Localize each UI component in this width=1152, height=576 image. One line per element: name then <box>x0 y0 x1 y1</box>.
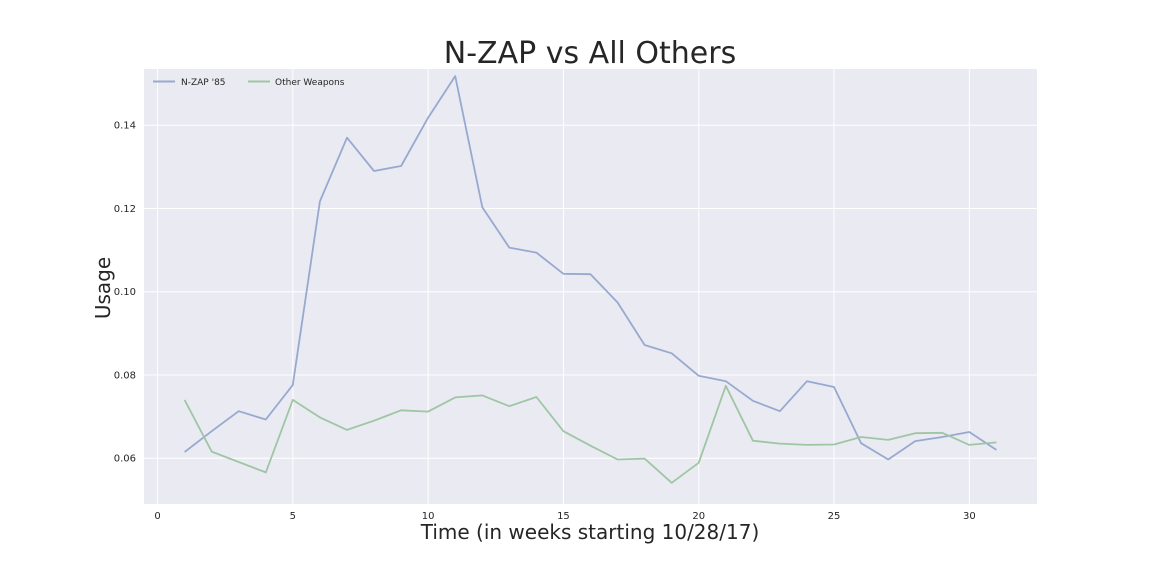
x-tick-label: 20 <box>692 511 705 522</box>
x-tick-labels: 0 5 10 15 20 25 30 <box>154 511 975 522</box>
y-axis-label: Usage <box>91 257 115 319</box>
y-tick-label: 0.10 <box>114 287 136 298</box>
chart-title: N-ZAP vs All Others <box>444 36 736 71</box>
x-tick-label: 30 <box>963 511 976 522</box>
x-tick-label: 0 <box>154 511 160 522</box>
series-line-other-weapons <box>183 384 997 484</box>
y-tick-label: 0.14 <box>114 121 136 132</box>
series-lines <box>183 75 997 484</box>
series-line-nzap <box>184 75 997 461</box>
legend-label-other: Other Weapons <box>275 78 345 88</box>
x-tick-label: 25 <box>828 511 841 522</box>
legend: N-ZAP '85 Other Weapons <box>153 78 345 88</box>
y-tick-label: 0.06 <box>114 454 136 465</box>
y-tick-label: 0.12 <box>114 204 136 215</box>
y-tick-label: 0.08 <box>114 370 136 381</box>
x-tick-label: 15 <box>557 511 570 522</box>
x-tick-label: 5 <box>290 511 296 522</box>
legend-label-nzap: N-ZAP '85 <box>181 78 226 88</box>
x-tick-label: 10 <box>422 511 435 522</box>
grid-lines <box>144 69 1037 504</box>
y-tick-labels: 0.06 0.08 0.10 0.12 0.14 <box>114 121 136 465</box>
x-axis-label: Time (in weeks starting 10/28/17) <box>420 520 760 544</box>
